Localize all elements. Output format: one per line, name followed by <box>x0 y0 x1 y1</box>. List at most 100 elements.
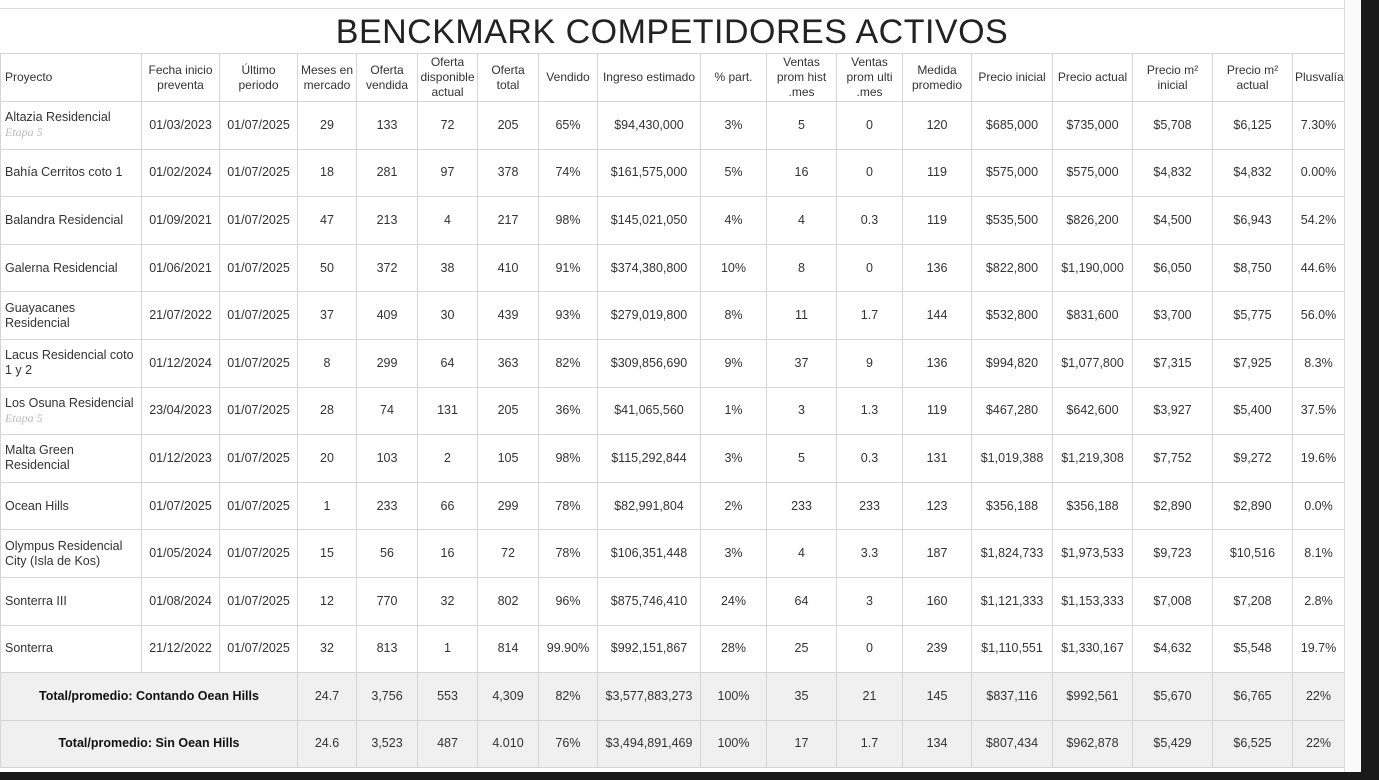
table-cell[interactable]: 136 <box>902 338 972 388</box>
table-cell[interactable]: 2 <box>417 434 478 483</box>
table-cell[interactable]: $831,600 <box>1052 291 1133 340</box>
table-cell[interactable]: 36% <box>538 386 598 436</box>
table-cell[interactable]: 1 <box>297 481 357 531</box>
table-cell[interactable]: 8 <box>766 243 837 293</box>
table-cell[interactable]: 29 <box>297 101 357 150</box>
table-cell[interactable]: $994,820 <box>971 338 1053 388</box>
table-cell[interactable]: 01/07/2025 <box>219 196 298 245</box>
table-cell[interactable]: 01/07/2025 <box>219 291 298 340</box>
table-cell[interactable]: $5,400 <box>1212 386 1293 436</box>
totals-cell[interactable]: 4.010 <box>477 719 539 769</box>
table-cell[interactable]: 01/07/2025 <box>219 529 298 578</box>
table-cell[interactable]: $7,925 <box>1212 338 1293 388</box>
table-cell[interactable]: 16 <box>417 529 478 578</box>
table-cell[interactable]: 0 <box>836 243 903 293</box>
totals-cell[interactable]: 22% <box>1292 672 1345 721</box>
table-cell[interactable]: 28% <box>700 624 767 674</box>
table-cell[interactable]: 01/07/2025 <box>141 481 220 531</box>
table-cell[interactable]: $9,272 <box>1212 434 1293 483</box>
table-cell[interactable]: $6,125 <box>1212 101 1293 150</box>
totals-cell[interactable]: $6,525 <box>1212 719 1293 769</box>
table-cell[interactable]: 144 <box>902 291 972 340</box>
table-cell[interactable]: 0 <box>836 148 903 198</box>
totals-cell[interactable]: 487 <box>417 719 478 769</box>
table-cell[interactable]: $309,856,690 <box>597 338 701 388</box>
totals-cell[interactable]: 3,756 <box>356 672 418 721</box>
table-cell[interactable]: 72 <box>477 529 539 578</box>
table-cell[interactable]: 0.3 <box>836 196 903 245</box>
table-cell[interactable]: 23/04/2023 <box>141 386 220 436</box>
totals-cell[interactable]: $992,561 <box>1052 672 1133 721</box>
table-cell[interactable]: $374,380,800 <box>597 243 701 293</box>
table-cell[interactable]: $1,019,388 <box>971 434 1053 483</box>
table-cell[interactable]: $1,153,333 <box>1052 576 1133 626</box>
table-cell[interactable]: 01/09/2021 <box>141 196 220 245</box>
table-cell[interactable]: 814 <box>477 624 539 674</box>
table-cell[interactable]: 12 <box>297 576 357 626</box>
project-name-cell[interactable]: Balandra Residencial <box>0 196 142 245</box>
table-cell[interactable]: 01/03/2023 <box>141 101 220 150</box>
table-cell[interactable]: 01/07/2025 <box>219 624 298 674</box>
table-cell[interactable]: 98% <box>538 196 598 245</box>
table-cell[interactable]: 119 <box>902 196 972 245</box>
table-cell[interactable]: 10% <box>700 243 767 293</box>
table-cell[interactable]: 15 <box>297 529 357 578</box>
table-cell[interactable]: 133 <box>356 101 418 150</box>
table-cell[interactable]: 205 <box>477 101 539 150</box>
project-name-cell[interactable]: Galerna Residencial <box>0 243 142 293</box>
table-cell[interactable]: $1,973,533 <box>1052 529 1133 578</box>
table-cell[interactable]: 103 <box>356 434 418 483</box>
table-cell[interactable]: 378 <box>477 148 539 198</box>
table-cell[interactable]: 01/08/2024 <box>141 576 220 626</box>
table-cell[interactable]: 66 <box>417 481 478 531</box>
table-cell[interactable]: $2,890 <box>1132 481 1213 531</box>
totals-cell[interactable]: 82% <box>538 672 598 721</box>
totals-cell[interactable]: 4,309 <box>477 672 539 721</box>
table-cell[interactable]: $9,723 <box>1132 529 1213 578</box>
table-cell[interactable]: 802 <box>477 576 539 626</box>
table-cell[interactable]: 8 <box>297 338 357 388</box>
table-cell[interactable]: $7,752 <box>1132 434 1213 483</box>
table-cell[interactable]: 0.00% <box>1292 148 1345 198</box>
totals-cell[interactable]: 24.6 <box>297 719 357 769</box>
table-cell[interactable]: 4 <box>766 529 837 578</box>
table-cell[interactable]: $6,943 <box>1212 196 1293 245</box>
table-cell[interactable]: 78% <box>538 481 598 531</box>
table-cell[interactable]: 7.30% <box>1292 101 1345 150</box>
totals-cell[interactable]: 134 <box>902 719 972 769</box>
table-cell[interactable]: 96% <box>538 576 598 626</box>
totals-cell[interactable]: $837,116 <box>971 672 1053 721</box>
table-cell[interactable]: 217 <box>477 196 539 245</box>
totals-cell[interactable]: 100% <box>700 672 767 721</box>
table-cell[interactable]: $5,775 <box>1212 291 1293 340</box>
table-cell[interactable]: 74% <box>538 148 598 198</box>
table-cell[interactable]: 01/05/2024 <box>141 529 220 578</box>
table-cell[interactable]: 233 <box>356 481 418 531</box>
table-cell[interactable]: 18 <box>297 148 357 198</box>
table-cell[interactable]: 82% <box>538 338 598 388</box>
table-cell[interactable]: $7,008 <box>1132 576 1213 626</box>
table-cell[interactable]: $356,188 <box>1052 481 1133 531</box>
table-cell[interactable]: $115,292,844 <box>597 434 701 483</box>
table-cell[interactable]: $82,991,804 <box>597 481 701 531</box>
table-cell[interactable]: 21/12/2022 <box>141 624 220 674</box>
table-cell[interactable]: 233 <box>766 481 837 531</box>
project-name-cell[interactable]: Guayacanes Residencial <box>0 291 142 340</box>
table-cell[interactable]: 99.90% <box>538 624 598 674</box>
table-cell[interactable]: 1.3 <box>836 386 903 436</box>
table-cell[interactable]: $94,430,000 <box>597 101 701 150</box>
table-cell[interactable]: 01/07/2025 <box>219 101 298 150</box>
table-cell[interactable]: 281 <box>356 148 418 198</box>
table-cell[interactable]: 3.3 <box>836 529 903 578</box>
table-cell[interactable]: 299 <box>477 481 539 531</box>
table-cell[interactable]: $642,600 <box>1052 386 1133 436</box>
table-cell[interactable]: 01/07/2025 <box>219 338 298 388</box>
project-name-cell[interactable]: Bahía Cerritos coto 1 <box>0 148 142 198</box>
table-cell[interactable]: 2% <box>700 481 767 531</box>
table-cell[interactable]: 1% <box>700 386 767 436</box>
table-cell[interactable]: 32 <box>417 576 478 626</box>
table-cell[interactable]: 98% <box>538 434 598 483</box>
table-cell[interactable]: 4 <box>417 196 478 245</box>
table-cell[interactable]: 01/07/2025 <box>219 434 298 483</box>
table-cell[interactable]: $145,021,050 <box>597 196 701 245</box>
